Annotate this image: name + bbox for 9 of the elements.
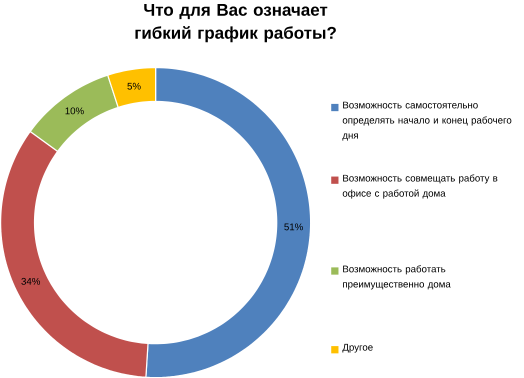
legend-label: Возможность самостоятельно определять начало и конец рабочего дня [342,102,512,141]
data-label: 51% [284,223,303,230]
data-label: 5% [127,82,141,90]
data-label: 34% [21,278,40,285]
data-label: 10% [66,107,84,114]
chart-title: Что для Вас означает гибкий график работы? [135,4,336,42]
legend-label: Возможность работать преимущественно дома [343,265,451,290]
legend-label: Возможность совмещать работу в офисе с работой дома [342,174,498,199]
legend-label: Другое [342,344,373,353]
